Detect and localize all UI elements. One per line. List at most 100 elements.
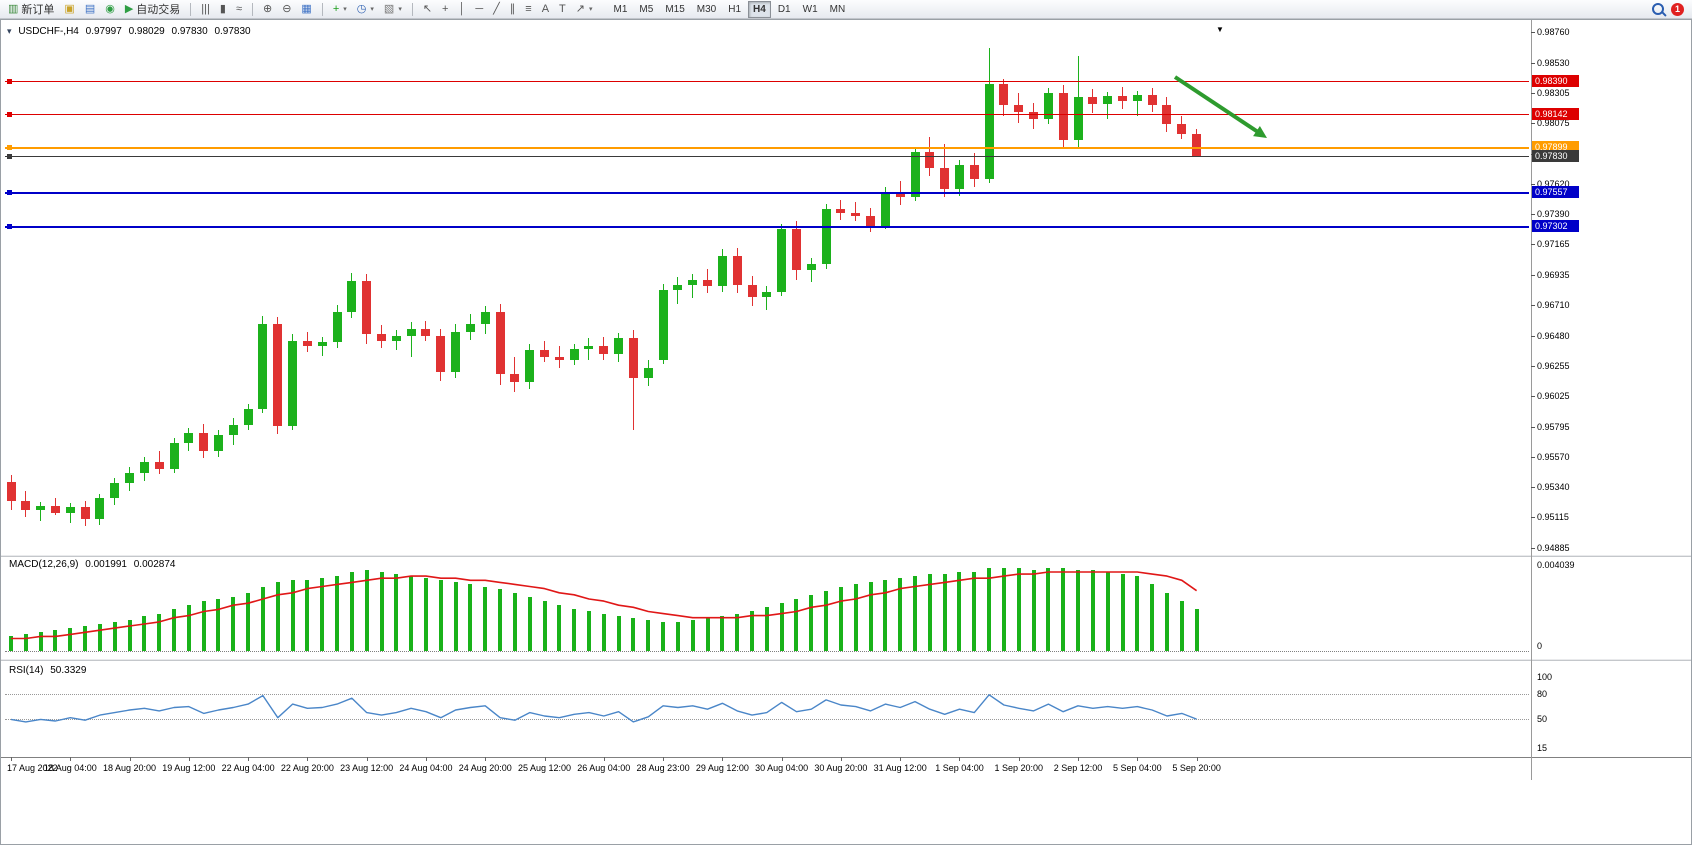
time-tick-mark	[425, 757, 427, 761]
price-tick-mark	[1531, 487, 1535, 488]
timeframe-m5-button[interactable]: M5	[639, 3, 654, 15]
line-chart-button[interactable]: ≈	[232, 0, 246, 18]
support-line-1[interactable]	[5, 192, 1529, 194]
candle-body	[1088, 97, 1098, 104]
level-handle[interactable]	[7, 145, 12, 150]
charts-button[interactable]: ▣	[60, 0, 78, 18]
new-order-button[interactable]: ▥ 新订单	[4, 0, 58, 18]
support-line-2[interactable]	[5, 226, 1529, 228]
resistance-line-1[interactable]	[5, 81, 1529, 82]
current-price-line[interactable]	[5, 156, 1529, 157]
time-tick-mark	[1137, 757, 1139, 761]
timeframe-d1-button[interactable]: D1	[777, 3, 791, 15]
candle-body	[95, 498, 105, 520]
candle-wick	[766, 286, 768, 311]
text-label-button[interactable]: T	[555, 0, 570, 18]
time-label: 5 Sep 04:00	[1113, 763, 1162, 773]
level-handle[interactable]	[7, 190, 12, 195]
price-tick-mark	[1531, 63, 1535, 64]
candle-body	[436, 335, 446, 372]
collapse-triangle-icon[interactable]: ▾	[7, 26, 12, 36]
macd-bar	[868, 582, 873, 651]
crosshair-button[interactable]: +	[438, 0, 452, 18]
candle-wick	[588, 338, 590, 360]
rsi-pane-divider[interactable]	[1, 659, 1691, 661]
search-icon[interactable]	[1652, 3, 1664, 15]
time-tick-mark	[188, 757, 190, 761]
price-tick-mark	[1531, 427, 1535, 428]
price-tick-mark	[1531, 548, 1535, 549]
vertical-line-icon: │	[458, 3, 466, 15]
level-handle[interactable]	[7, 79, 12, 84]
pivot-line[interactable]	[5, 147, 1529, 149]
profiles-button[interactable]: ▤	[81, 0, 99, 18]
profiles-icon: ▤	[84, 3, 96, 15]
tile-windows-button[interactable]: ▦	[297, 0, 315, 18]
macd-bar	[572, 609, 577, 651]
autotrading-button[interactable]: ▶ 自动交易	[121, 0, 184, 18]
fibonacci-button[interactable]: ≡	[521, 0, 535, 18]
shapes-button[interactable]: ↗ ▾	[572, 0, 597, 18]
cursor-button[interactable]: ↖	[419, 0, 436, 18]
notification-badge[interactable]: 1	[1671, 2, 1684, 16]
time-axis-line	[1, 757, 1691, 758]
timeframe-m1-button[interactable]: M1	[613, 3, 628, 15]
timeframe-m30-button[interactable]: M30	[696, 3, 717, 15]
candle-body	[465, 323, 475, 332]
periods-button[interactable]: ◷ ▾	[353, 0, 378, 18]
rsi-scale-15: 15	[1537, 743, 1548, 753]
time-label: 22 Aug 20:00	[280, 763, 334, 773]
candle-body	[614, 338, 624, 355]
horizontal-line-button[interactable]: ─	[471, 0, 487, 18]
zoom-in-button[interactable]: ⊕	[259, 0, 276, 18]
price-scale[interactable]	[1532, 20, 1690, 757]
price-tick-mark	[1531, 32, 1535, 33]
rsi-level-line	[5, 694, 1529, 695]
candle-body	[317, 342, 327, 347]
macd-bar	[349, 571, 354, 651]
zoom-out-icon: ⊖	[282, 3, 292, 15]
price-tick-mark	[1531, 184, 1535, 185]
candle-body	[673, 285, 683, 291]
macd-bar	[157, 613, 162, 651]
time-label: 25 Aug 12:00	[517, 763, 572, 773]
resistance-line-2[interactable]	[5, 114, 1529, 115]
candle-wick	[1107, 91, 1109, 119]
zoom-out-button[interactable]: ⊖	[278, 0, 295, 18]
time-label: 30 Aug 04:00	[755, 763, 809, 773]
price-tick-mark	[1531, 336, 1535, 337]
candle-body	[243, 408, 253, 425]
macd-bar	[750, 611, 754, 651]
candle-wick	[558, 346, 560, 368]
chart-overlay	[10, 75, 1267, 723]
candle-body	[1058, 93, 1068, 140]
timeframe-h1-button[interactable]: H1	[728, 3, 742, 15]
channel-button[interactable]: ∥	[506, 0, 520, 18]
timeframe-m15-button[interactable]: M15	[665, 3, 685, 15]
candlestick-chart-button[interactable]: ▮	[216, 0, 230, 18]
candle-wick	[855, 202, 857, 222]
level-handle[interactable]	[7, 154, 12, 159]
chart-window[interactable]: ▾ USDCHF-,H4 0.97997 0.98029 0.97830 0.9…	[0, 19, 1692, 845]
bar-chart-button[interactable]: |||	[197, 0, 214, 18]
macd-bar	[246, 592, 251, 651]
timeframe-h4-button[interactable]: H4	[748, 0, 771, 18]
dropdown-arrow-icon: ▾	[589, 6, 593, 13]
level-handle[interactable]	[7, 224, 12, 229]
templates-button[interactable]: ▧ ▾	[380, 0, 406, 18]
community-button[interactable]: ◉	[101, 0, 119, 18]
time-label: 17 Aug 2022	[7, 763, 58, 773]
level-handle[interactable]	[7, 112, 12, 117]
macd-bar	[957, 571, 962, 651]
text-button[interactable]: A	[538, 0, 553, 18]
templates-icon: ▧	[383, 3, 395, 15]
timeframe-w1-button[interactable]: W1	[802, 3, 818, 15]
timeframe-mn-button[interactable]: MN	[829, 3, 846, 15]
candle-wick	[1136, 90, 1138, 116]
candle-body	[184, 432, 194, 444]
vertical-line-button[interactable]: │	[454, 0, 469, 18]
indicators-button[interactable]: + ▾	[329, 0, 351, 18]
trendline-button[interactable]: ╱	[489, 0, 504, 18]
macd-pane-divider[interactable]	[1, 555, 1691, 557]
candle-wick	[40, 502, 42, 521]
